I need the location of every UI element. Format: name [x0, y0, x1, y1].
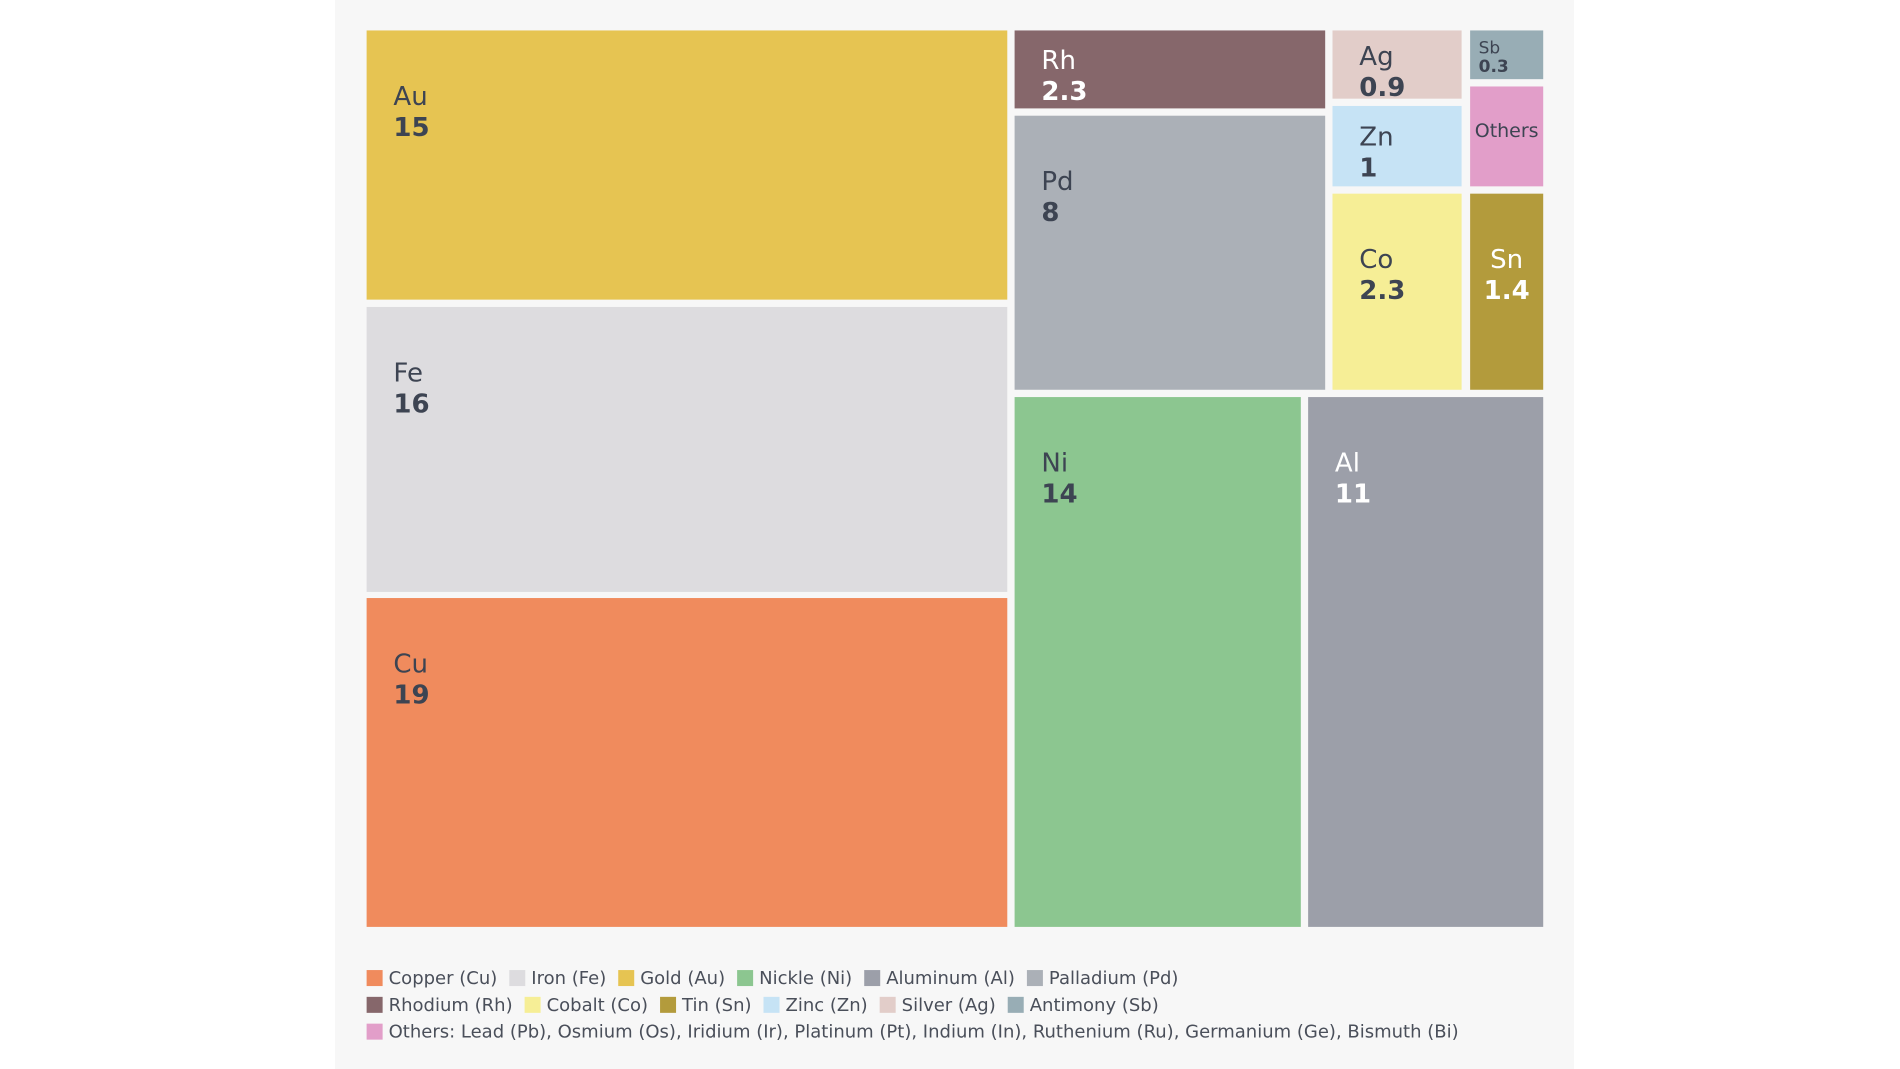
tile-value: 2.3 [1359, 276, 1405, 306]
tile-label: Cu [393, 650, 428, 680]
legend-label: Gold (Au) [640, 968, 725, 989]
tile-value: 0.9 [1359, 73, 1405, 103]
legend-label: Copper (Cu) [389, 968, 498, 989]
legend-label: Silver (Ag) [902, 995, 996, 1016]
tile [1470, 86, 1544, 187]
legend-swatch [737, 970, 754, 987]
tile-label: Ag [1359, 42, 1393, 72]
legend-label: Antimony (Sb) [1030, 995, 1159, 1016]
tile [1014, 397, 1301, 927]
tile-value: 1.4 [1484, 276, 1530, 306]
legend-label: Iron (Fe) [531, 968, 606, 989]
tile-value: 1 [1359, 154, 1377, 184]
tile-value: 15 [393, 113, 429, 143]
tile [1470, 30, 1544, 80]
tile [366, 30, 1008, 300]
tile-label: Pd [1041, 167, 1073, 197]
tile-label: Au [393, 82, 427, 112]
legend-swatch [618, 970, 635, 987]
legend-label: Tin (Sn) [681, 995, 751, 1016]
tile [1332, 30, 1462, 99]
tile [1332, 193, 1462, 390]
legend-swatch [366, 996, 383, 1013]
legend-label: Others: Lead (Pb), Osmium (Os), Iridium … [389, 1022, 1459, 1043]
legend-swatch [509, 970, 526, 987]
legend-swatch [524, 996, 541, 1013]
tile-label: Sn [1490, 245, 1523, 275]
tile-value: 16 [393, 389, 429, 419]
tile-label: Fe [393, 358, 423, 388]
tile-label: Others [1475, 120, 1539, 142]
tile-label: Ni [1041, 449, 1068, 479]
legend-swatch [366, 1023, 383, 1040]
legend-label: Nickle (Ni) [759, 968, 852, 989]
legend-swatch [763, 996, 780, 1013]
tile [1014, 30, 1326, 109]
tile [1308, 397, 1544, 927]
tile-value: 2.3 [1041, 77, 1087, 107]
tile-value: 11 [1335, 480, 1371, 510]
legend-label: Cobalt (Co) [547, 995, 648, 1016]
tile-label: Al [1335, 449, 1360, 479]
legend-label: Palladium (Pd) [1049, 968, 1179, 989]
legend-label: Rhodium (Rh) [389, 995, 513, 1016]
tile [366, 306, 1008, 592]
tile-label: Zn [1359, 123, 1393, 153]
tile [1332, 105, 1462, 187]
legend-swatch [864, 970, 881, 987]
legend-swatch [879, 996, 896, 1013]
tile [1470, 193, 1544, 390]
tile [366, 598, 1008, 927]
tile-value: 14 [1041, 480, 1077, 510]
legend-label: Aluminum (Al) [886, 968, 1015, 989]
tile-value: 19 [393, 681, 429, 711]
legend-swatch [366, 970, 383, 987]
tile [1014, 115, 1326, 390]
tile-value: 8 [1041, 198, 1059, 228]
legend-label: Zinc (Zn) [786, 995, 868, 1016]
tile-value: 0.3 [1479, 57, 1509, 77]
tile-label: Co [1359, 245, 1393, 275]
tile-label: Rh [1041, 46, 1076, 76]
legend-swatch [1026, 970, 1043, 987]
legend-swatch [660, 996, 677, 1013]
legend-swatch [1007, 996, 1024, 1013]
tile-label: Sb [1479, 39, 1501, 59]
